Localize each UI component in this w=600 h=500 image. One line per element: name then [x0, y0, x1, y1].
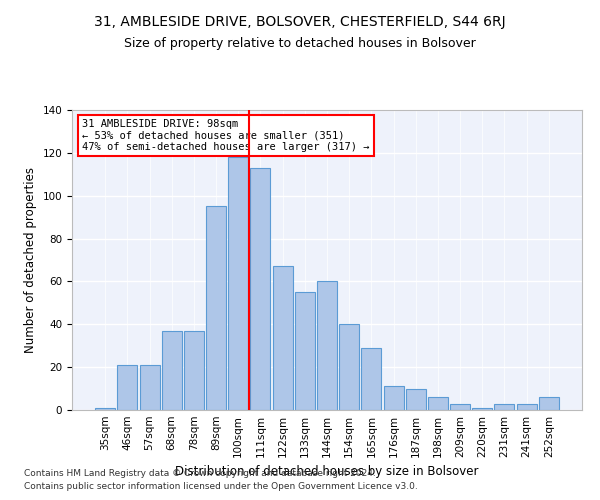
Bar — [250, 168, 271, 410]
Bar — [539, 397, 559, 410]
Bar — [118, 365, 137, 410]
Bar — [494, 404, 514, 410]
Text: 31 AMBLESIDE DRIVE: 98sqm
← 53% of detached houses are smaller (351)
47% of semi: 31 AMBLESIDE DRIVE: 98sqm ← 53% of detac… — [82, 119, 370, 152]
Bar — [517, 404, 536, 410]
Text: Contains public sector information licensed under the Open Government Licence v3: Contains public sector information licen… — [24, 482, 418, 491]
Y-axis label: Number of detached properties: Number of detached properties — [24, 167, 37, 353]
Text: Contains HM Land Registry data © Crown copyright and database right 2024.: Contains HM Land Registry data © Crown c… — [24, 468, 376, 477]
X-axis label: Distribution of detached houses by size in Bolsover: Distribution of detached houses by size … — [175, 466, 479, 478]
Bar — [472, 408, 492, 410]
Bar — [184, 330, 204, 410]
Text: Size of property relative to detached houses in Bolsover: Size of property relative to detached ho… — [124, 38, 476, 51]
Bar — [140, 365, 160, 410]
Bar — [206, 206, 226, 410]
Bar — [162, 330, 182, 410]
Bar — [272, 266, 293, 410]
Bar — [361, 348, 382, 410]
Bar — [406, 388, 426, 410]
Bar — [383, 386, 404, 410]
Bar — [450, 404, 470, 410]
Bar — [95, 408, 115, 410]
Bar — [339, 324, 359, 410]
Bar — [228, 157, 248, 410]
Bar — [295, 292, 315, 410]
Text: 31, AMBLESIDE DRIVE, BOLSOVER, CHESTERFIELD, S44 6RJ: 31, AMBLESIDE DRIVE, BOLSOVER, CHESTERFI… — [94, 15, 506, 29]
Bar — [317, 282, 337, 410]
Bar — [428, 397, 448, 410]
